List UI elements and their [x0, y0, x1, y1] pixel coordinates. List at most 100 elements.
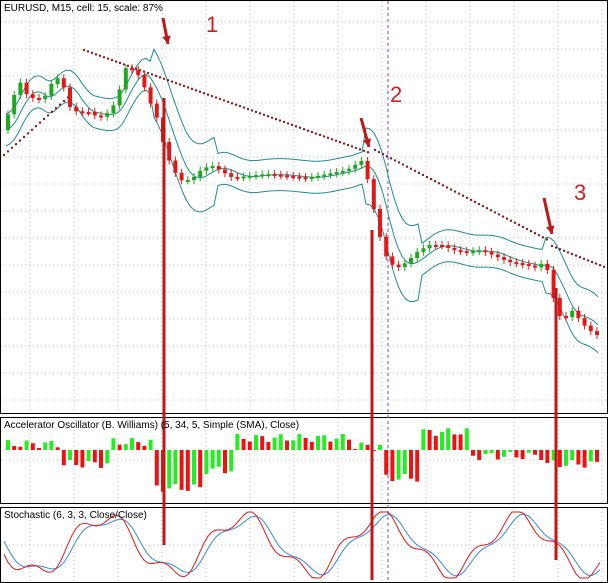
sar-dot	[505, 217, 509, 220]
sar-dot	[98, 54, 102, 57]
ac-bar	[297, 434, 302, 450]
ac-bar	[136, 442, 141, 450]
sar-dot	[90, 51, 94, 55]
price-pane[interactable]	[0, 0, 608, 414]
candle-body	[458, 250, 463, 253]
candle-body	[433, 245, 438, 247]
sar-dot	[194, 89, 198, 92]
sar-dot	[393, 159, 397, 162]
candle-body	[471, 251, 475, 254]
ac-bar	[74, 450, 79, 466]
sar-dot	[477, 202, 481, 206]
sar-dot	[362, 149, 366, 152]
candle-body	[272, 174, 277, 177]
sar-dot	[162, 77, 166, 81]
sar-dot	[2, 153, 6, 157]
sar-dot	[586, 259, 590, 262]
ac-bar	[229, 450, 234, 472]
sar-dot	[86, 50, 90, 53]
sar-dot	[274, 117, 278, 121]
sar-dot	[366, 151, 370, 154]
sar-dot	[537, 234, 541, 237]
ac-bar	[204, 450, 209, 474]
candle-body	[43, 95, 48, 99]
candle-body	[334, 172, 339, 175]
ac-bar	[495, 450, 500, 460]
candle-body	[545, 263, 550, 270]
sar-dot	[126, 64, 130, 68]
sar-dot	[314, 132, 318, 135]
ac-pane[interactable]	[0, 417, 608, 504]
ac-bar	[545, 450, 550, 463]
sar-dot	[513, 221, 517, 224]
sar-dot	[554, 246, 558, 249]
ac-bar	[576, 450, 581, 465]
sar-dot	[38, 121, 42, 124]
sar-dot	[114, 60, 118, 63]
candle-body	[148, 87, 153, 104]
sar-dot	[501, 215, 505, 218]
ac-bar	[359, 442, 364, 450]
sar-dot	[481, 204, 485, 208]
ac-bar	[421, 429, 426, 450]
ac-bar	[384, 450, 389, 475]
ac-bar	[241, 438, 246, 450]
candle-body	[322, 174, 327, 177]
candle-body	[576, 310, 581, 319]
sar-dot	[545, 238, 549, 241]
sar-dot	[350, 145, 354, 148]
candle-body	[74, 106, 79, 112]
sar-dot	[258, 112, 262, 115]
sar-dot	[485, 207, 489, 210]
stochastic-lines	[3, 511, 601, 579]
ac-bar	[588, 450, 593, 462]
ac-bar	[483, 450, 488, 455]
ac-bar	[464, 428, 469, 450]
candle-body	[415, 251, 420, 258]
candle-body	[204, 167, 209, 171]
sar-dot	[445, 186, 449, 189]
sar-dot	[489, 209, 493, 212]
sar-dot	[226, 100, 230, 104]
candle-body	[520, 263, 525, 266]
candle-body	[185, 180, 190, 183]
candle-body	[198, 170, 203, 177]
sar-dot	[266, 115, 270, 118]
sar-dot	[517, 223, 521, 227]
candle-body	[483, 250, 488, 253]
candle-body	[526, 263, 531, 266]
sar-dot	[334, 139, 338, 142]
sar-dot	[409, 167, 413, 170]
ac-bar	[539, 450, 544, 460]
ac-bar	[551, 450, 556, 461]
sar-dot	[385, 155, 389, 158]
candlesticks	[6, 64, 599, 339]
sar-dot	[521, 225, 525, 229]
candle-body	[278, 174, 283, 177]
sar-dot	[134, 67, 138, 70]
sar-dot	[26, 132, 30, 135]
sar-dot	[298, 126, 302, 129]
ac-bar	[458, 434, 463, 450]
ac-bar	[291, 440, 296, 450]
ac-bar	[285, 440, 289, 450]
sar-dot	[598, 264, 602, 267]
sar-dot	[318, 133, 322, 137]
ac-bar	[415, 450, 420, 482]
ac-bar	[111, 438, 116, 450]
stoch-pane[interactable]	[0, 507, 608, 583]
candle-body	[409, 258, 413, 264]
candle-body	[49, 84, 54, 96]
candle-body	[285, 175, 289, 178]
sar-dot	[166, 79, 170, 82]
ac-bar	[148, 439, 153, 450]
ac-bar	[440, 431, 444, 450]
sar-dot	[302, 128, 306, 131]
sar-dot	[342, 142, 346, 145]
bollinger-bands	[5, 48, 599, 354]
ac-bar	[179, 450, 184, 490]
sar-dot	[286, 122, 290, 125]
sar-dot	[102, 56, 106, 59]
